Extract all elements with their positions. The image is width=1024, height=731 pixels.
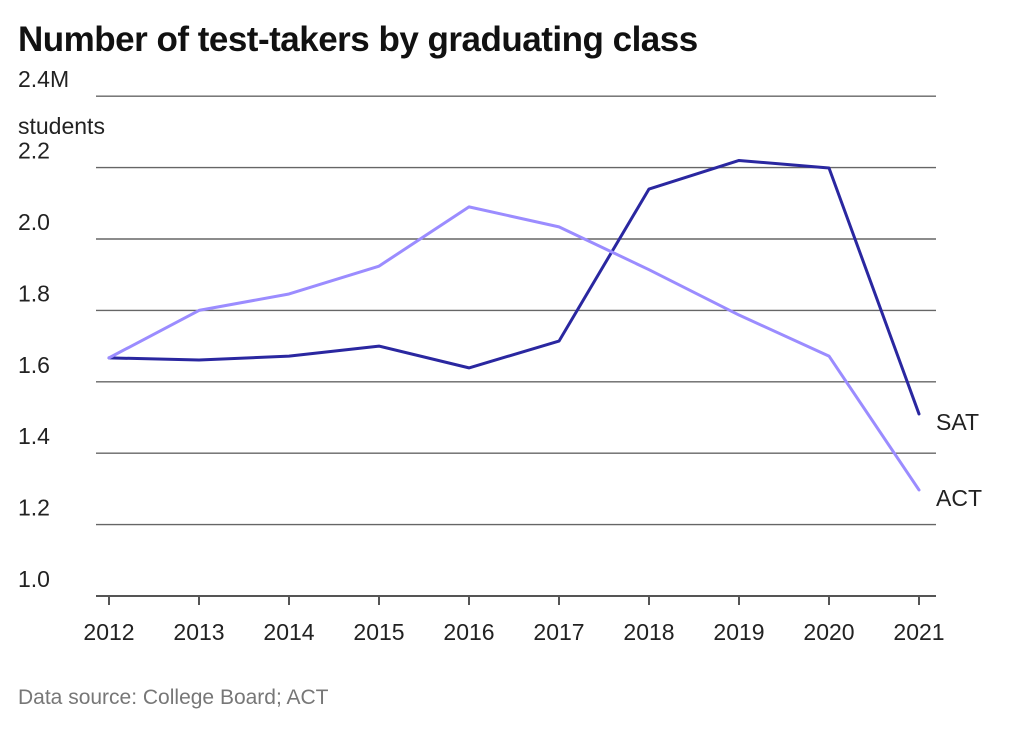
y-tick-label: 1.0 [18,566,50,592]
x-tick-label: 2013 [173,619,224,645]
y-tick-label: 1.4 [18,423,50,449]
y-tick-label: 1.6 [18,352,50,378]
x-tick-label: 2015 [353,619,404,645]
y-tick-label: 1.2 [18,495,50,521]
x-tick-label: 2017 [533,619,584,645]
chart-title: Number of test-takers by graduating clas… [18,20,698,59]
x-tick-label: 2019 [713,619,764,645]
series-line-sat [107,158,921,416]
series-label-act: ACT [936,485,982,511]
x-tick-label: 2018 [623,619,674,645]
data-source: Data source: College Board; ACT [18,686,329,709]
y-tick-label: 2.4M [18,66,69,92]
y-tick-label: 2.2 [18,138,50,164]
x-tick-label: 2016 [443,619,494,645]
y-tick-label: 1.8 [18,280,50,306]
x-tick-label: 2014 [263,619,314,645]
y-tick-label: 2.0 [18,209,50,235]
y-axis-label: students [18,113,105,139]
x-tick-label: 2021 [893,619,944,645]
series-line-act [107,205,921,492]
x-tick-label: 2012 [83,619,134,645]
x-tick-label: 2020 [803,619,854,645]
series-label-sat: SAT [936,409,979,435]
